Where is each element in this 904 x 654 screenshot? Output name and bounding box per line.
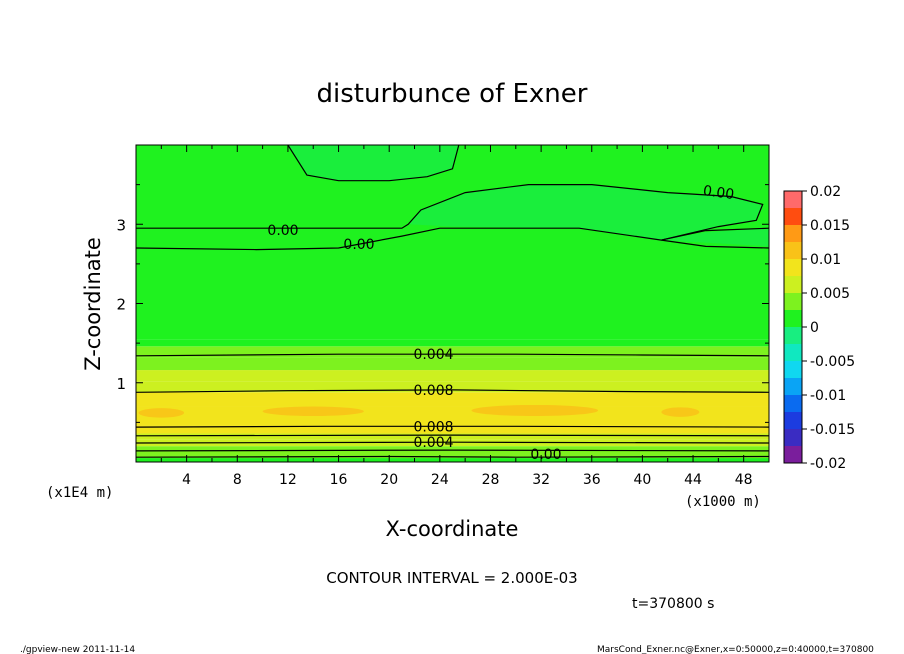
colorbar-segment [784,446,802,463]
contour-label: 0.004 [413,347,453,363]
contour-label: 0.008 [413,419,453,435]
band-fill [136,452,769,459]
colorbar-segment [784,225,802,242]
contour-lines [136,145,769,458]
colorbar-segment [784,276,802,293]
x-axis-ticks: 4 8 12 16 20 24 28 32 36 40 44 48 [160,145,753,488]
colorbar-segment [784,259,802,276]
x-axis-label: X-coordinate [386,517,519,541]
colorbar-tick-label: 0.02 [810,184,841,200]
band-fill [136,381,769,393]
colorbar-tick-label: 0.015 [810,218,850,234]
colorbar-tick-label: 0.01 [810,252,841,268]
x-tick-label: 20 [380,472,398,488]
contour-label: 0.00 [267,223,298,239]
colorbar-segment [784,395,802,412]
contour-line [136,353,769,357]
colorbar-segment [784,429,802,446]
contour-label: 0.004 [413,435,453,451]
colorbar-tick-label: -0.015 [810,422,855,438]
colorbar-segment [784,361,802,378]
colorbar-segment [784,310,802,327]
colorbar-segment [784,208,802,225]
band-fill [136,458,769,462]
y-tick-label: 2 [116,296,126,314]
chart-title: disturbunce of Exner [317,79,588,109]
colorbar-segment [784,293,802,310]
colorbar-segment [784,327,802,344]
contour-interval-text: CONTOUR INTERVAL = 2.000E-03 [326,569,577,587]
y-axis-ticks: 1 2 3 [116,184,769,423]
contour-line [136,455,769,458]
colorbar-segment [784,242,802,259]
colorbar-segment [784,344,802,361]
negative-region [287,145,459,181]
y-tick-label: 3 [116,216,126,234]
contour-line [287,145,460,182]
contour-line [661,227,769,241]
x-tick-label: 28 [482,472,500,488]
contour-line [136,184,764,241]
contour-line [136,449,769,452]
contour-line [136,434,769,437]
band-fill [136,425,769,434]
x-tick-label: 48 [735,472,753,488]
footer-right: MarsCond_Exner.nc@Exner,x=0:50000,z=0:40… [597,645,874,654]
contour-label: 0.008 [413,383,453,399]
warm-blob [661,407,700,417]
colorbar-tick-label: 0.005 [810,286,850,302]
x-tick-label: 44 [684,472,702,488]
x-tick-label: 40 [633,472,651,488]
warm-blob [138,408,185,418]
contour-label: 0.00 [343,237,374,253]
contour-line [136,441,769,444]
band-fill [136,357,769,371]
colorbar-segment [784,191,802,208]
band-fill [136,392,769,407]
y-axis-label: Z-coordinate [81,237,105,371]
colorbar-tick-label: -0.005 [810,354,855,370]
colorbar: 0.02 0.015 0.01 0.005 0 -0.005 -0.01 -0.015 -0.0… [783,184,855,472]
footer-left: ./gpview-new 2011-11-14 [20,645,135,654]
contour-line [136,425,769,428]
x-tick-label: 32 [532,472,550,488]
x-axis-unit: (x1000 m) [685,494,761,510]
contour-label: 0.00 [530,447,561,463]
colorbar-segment [784,378,802,395]
contour-line [136,389,769,393]
x-tick-label: 8 [233,472,242,488]
x-tick-label: 36 [583,472,601,488]
colorbar-segment [784,412,802,429]
x-tick-label: 12 [279,472,297,488]
contour-line [136,227,769,251]
colorbar-tick-label: 0 [810,320,819,336]
color-fill-bands [136,145,769,462]
x-tick-label: 16 [330,472,348,488]
band-fill [136,346,769,358]
time-text: t=370800 s [632,596,714,612]
band-fill [136,145,769,340]
negative-region [408,184,769,247]
band-fill [136,433,769,440]
band-fill [136,339,769,347]
y-axis-unit: (x1E4 m) [46,485,113,501]
warm-blob [262,406,364,417]
x-tick-label: 24 [431,472,449,488]
band-fill [136,439,769,447]
colorbar-tick-label: -0.02 [810,456,846,472]
band-fill [136,370,769,382]
y-tick-label: 1 [116,375,126,393]
contour-label: 0.00 [702,183,735,203]
warm-blob [471,404,599,417]
colorbar-tick-label: -0.01 [810,388,846,404]
x-tick-label: 4 [182,472,191,488]
band-fill [136,446,769,453]
